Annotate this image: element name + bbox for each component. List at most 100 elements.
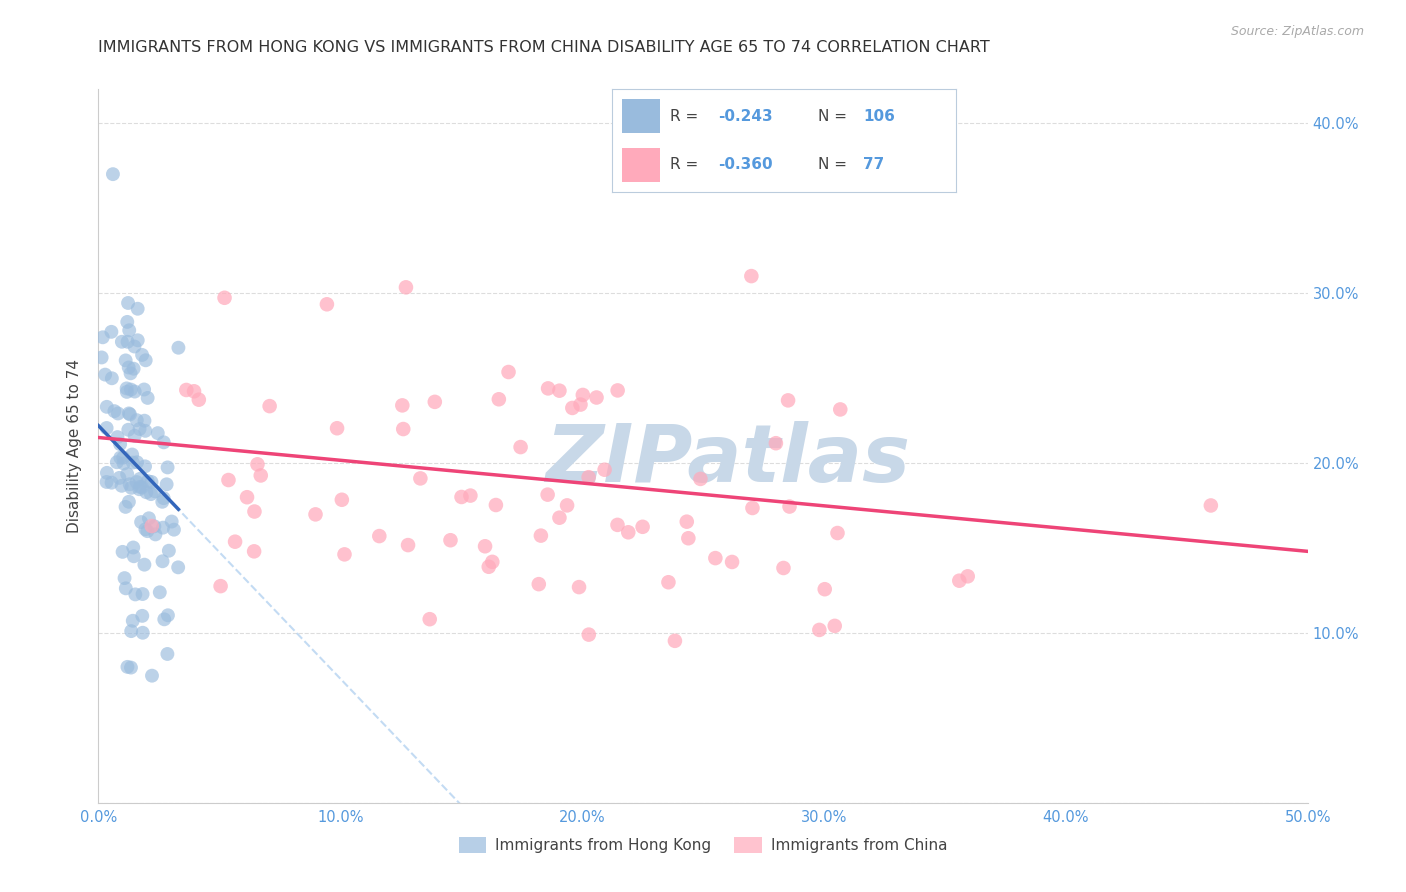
Point [548,384,571,398]
Point [675,515,697,529]
Point [120,660,142,674]
Point [450,490,472,504]
Text: IMMIGRANTS FROM HONG KONG VS IMMIGRANTS FROM CHINA DISABILITY AGE 65 TO 74 CORRE: IMMIGRANTS FROM HONG KONG VS IMMIGRANTS … [98,40,990,55]
Point [224,534,246,549]
Point [118,323,141,337]
Point [156,647,179,661]
Point [118,477,141,491]
Y-axis label: Disability Age 65 to 74: Disability Age 65 to 74 [67,359,83,533]
Point [117,315,139,329]
Point [423,395,446,409]
Point [236,490,259,504]
Point [395,280,418,294]
Point [94,368,117,382]
Point [678,531,700,545]
Point [115,467,138,481]
Point [118,408,141,422]
Point [134,522,156,536]
Point [134,558,156,572]
Point [125,475,148,489]
Point [721,555,744,569]
Point [824,619,846,633]
Point [96,466,118,480]
Text: ZIPatlas: ZIPatlas [544,421,910,500]
Point [120,481,142,495]
Point [214,291,236,305]
Point [129,515,152,529]
Point [143,519,166,533]
Text: N =: N = [818,157,848,171]
Point [131,608,153,623]
Point [156,608,179,623]
Point [439,533,461,548]
Point [167,560,190,574]
Point [167,341,190,355]
Point [146,426,169,441]
Point [578,470,600,484]
Bar [621,148,659,181]
Point [163,523,186,537]
Point [152,554,174,568]
Point [124,429,146,443]
Point [259,399,281,413]
Point [243,504,266,518]
Point [114,582,136,596]
Point [136,474,159,488]
Point [112,457,135,471]
Point [139,487,162,501]
Point [108,471,131,485]
Point [118,495,141,509]
Point [485,498,508,512]
Point [136,524,159,538]
Point [101,371,124,385]
Point [593,463,616,477]
Point [101,167,124,181]
Point [740,269,762,284]
Point [115,384,138,399]
Point [124,384,146,399]
Point [118,406,141,420]
Point [150,495,173,509]
Text: R =: R = [671,157,699,171]
Point [120,624,142,639]
Point [134,414,156,428]
Point [122,361,145,376]
Point [396,538,419,552]
Point [122,549,145,564]
Point [132,383,155,397]
Point [111,334,134,349]
Text: -0.360: -0.360 [718,157,773,171]
Point [114,353,136,368]
Point [91,330,114,344]
Point [568,580,591,594]
Point [474,539,496,553]
Point [112,450,135,465]
Point [572,388,595,402]
Point [330,492,353,507]
Point [536,488,558,502]
Point [830,402,852,417]
Point [129,472,152,486]
Point [741,501,763,516]
Point [460,489,482,503]
Point [156,477,179,491]
Point [409,471,432,485]
Point [122,541,145,555]
Point [118,360,141,375]
Point [96,475,118,489]
Point [498,365,520,379]
Point [152,491,174,505]
Point [617,525,640,540]
Point [157,543,180,558]
Point [121,456,143,470]
Point [141,475,163,489]
Point [149,585,172,599]
Point [135,353,157,368]
Point [120,383,142,397]
Point [103,404,125,418]
Point [392,422,415,436]
Point [111,545,134,559]
Point [110,450,132,465]
Point [779,500,801,514]
Point [509,440,531,454]
